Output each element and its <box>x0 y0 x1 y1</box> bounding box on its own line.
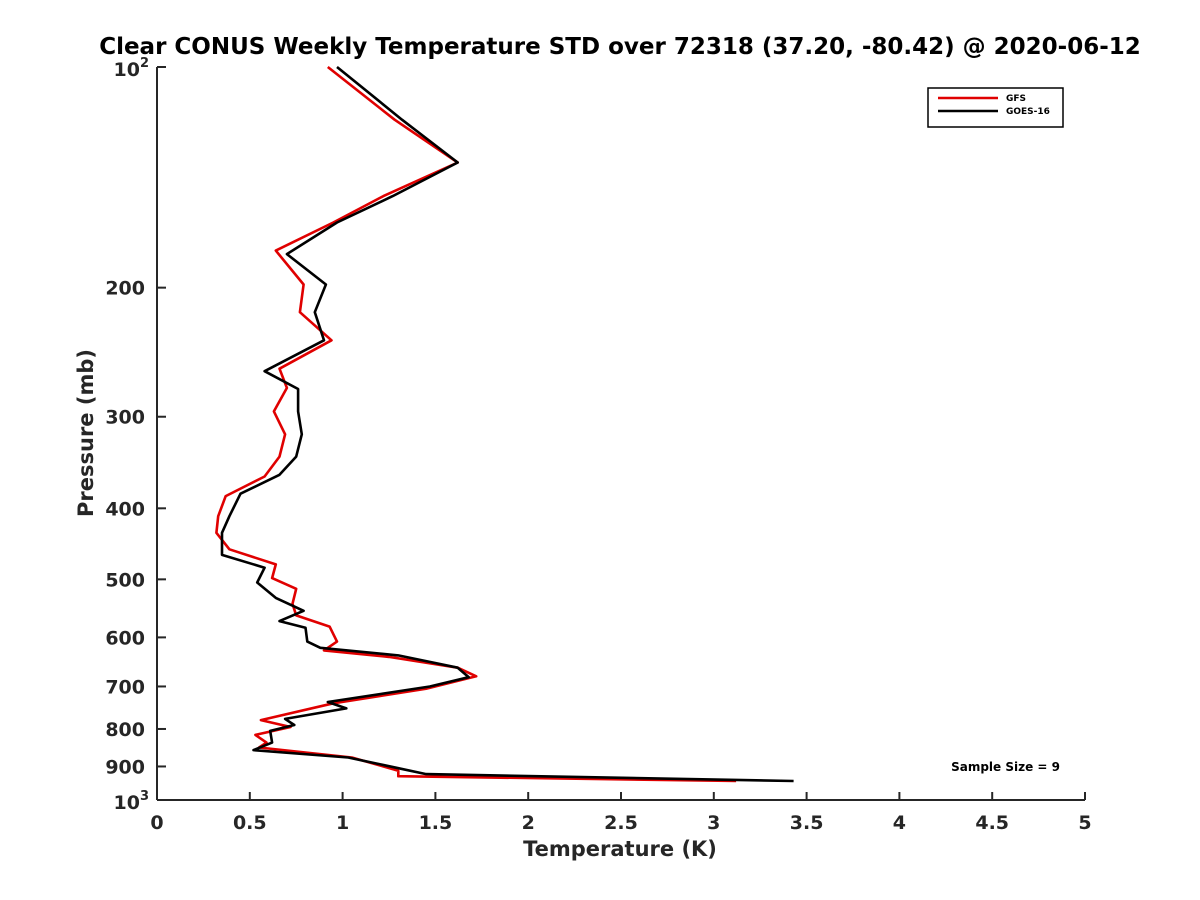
series-layer <box>215 65 794 783</box>
x-tick-label: 5 <box>1078 812 1091 834</box>
axes-layer: 0 0.5 1 1.5 2 2.5 3 3.5 4 4.5 5 200 300 400 500 600 700 8… <box>105 56 1091 834</box>
y-tick-label: 400 <box>105 498 145 520</box>
chart-title: Clear CONUS Weekly Temperature STD over … <box>99 34 1141 60</box>
y-tick-label: 800 <box>105 719 145 741</box>
legend: GFS GOES-16 <box>927 87 1064 128</box>
x-tick-label: 3 <box>707 812 720 834</box>
y-tick-label: 900 <box>105 756 145 778</box>
series-line-gfs <box>215 65 737 783</box>
y-tick-label: 300 <box>105 407 145 429</box>
x-tick-label: 2.5 <box>604 812 638 834</box>
y-tick-label: 500 <box>105 569 145 591</box>
x-axis-label: Temperature (K) <box>523 837 717 861</box>
y-tick-label: 700 <box>105 676 145 698</box>
x-tick-label: 4.5 <box>975 812 1009 834</box>
legend-box <box>927 87 1064 128</box>
legend-label: GFS <box>1006 94 1026 104</box>
y-axis-label: Pressure (mb) <box>74 349 98 517</box>
x-tick-label: 2 <box>522 812 535 834</box>
x-tick-label: 1 <box>336 812 349 834</box>
y-power-tick-label: 103 <box>114 789 150 814</box>
x-tick-label: 0 <box>150 812 163 834</box>
x-tick-label: 0.5 <box>233 812 267 834</box>
y-tick-label: 200 <box>105 278 145 300</box>
y-power-tick-label: 102 <box>114 56 150 81</box>
legend-label: GOES-16 <box>1006 107 1050 117</box>
y-tick-label: 600 <box>105 627 145 649</box>
x-tick-label: 4 <box>893 812 906 834</box>
x-tick-label: 1.5 <box>419 812 453 834</box>
sample-size-annotation: Sample Size = 9 <box>951 760 1060 774</box>
x-tick-label: 3.5 <box>790 812 824 834</box>
series-line-goes-16 <box>220 65 794 783</box>
